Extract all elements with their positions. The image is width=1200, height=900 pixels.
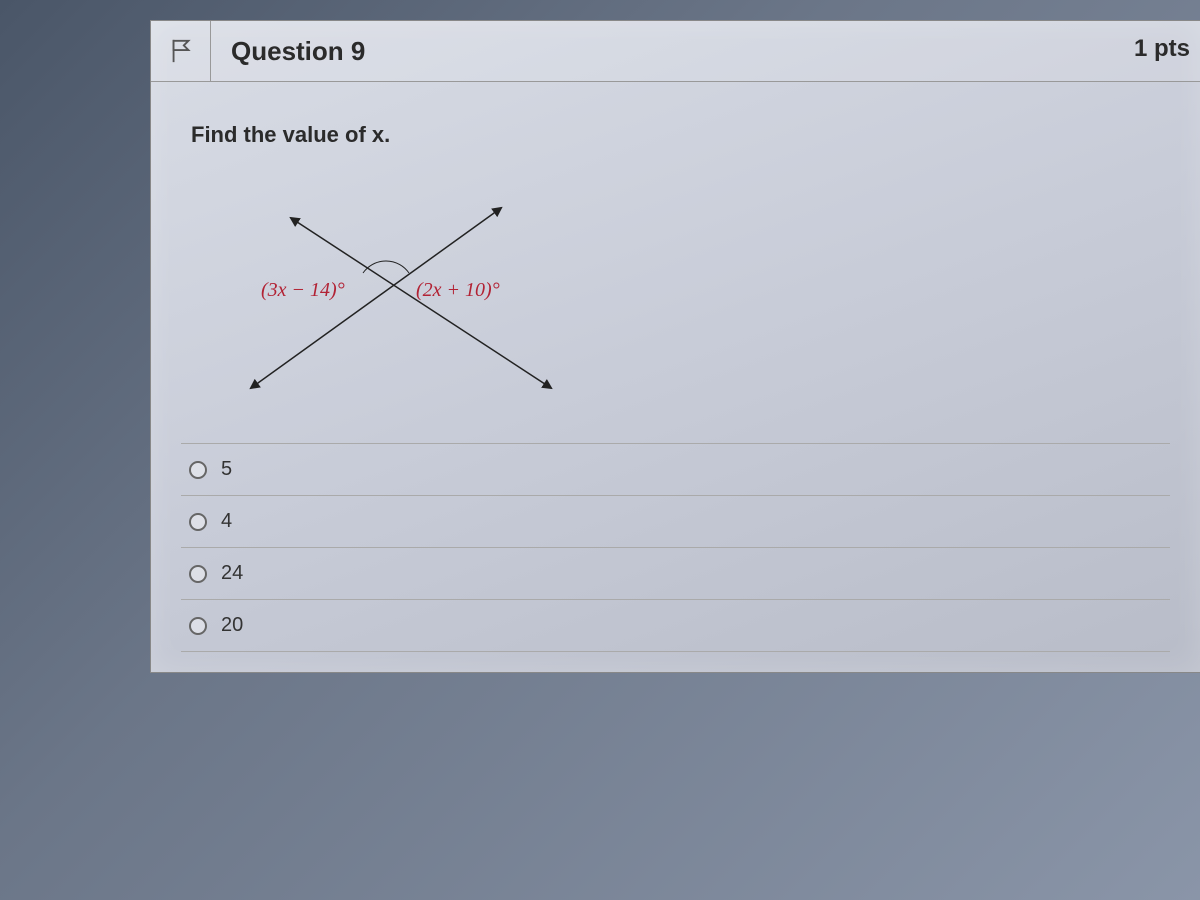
question-prompt: Find the value of x. — [151, 82, 1200, 168]
diagram-container: (3x − 14)° (2x + 10)° — [151, 168, 1200, 443]
answer-options: 5 4 24 20 — [151, 443, 1200, 652]
flag-icon — [169, 38, 193, 64]
option-row[interactable]: 5 — [181, 443, 1170, 495]
points-label: 1 pts — [1114, 21, 1200, 77]
angle-diagram: (3x − 14)° (2x + 10)° — [211, 188, 591, 408]
option-row[interactable]: 24 — [181, 547, 1170, 599]
option-label: 5 — [221, 458, 232, 481]
question-card: Question 9 1 pts Find the value of x. — [150, 20, 1200, 673]
flag-button[interactable] — [151, 21, 211, 81]
radio-icon — [189, 513, 207, 531]
option-row[interactable]: 20 — [181, 599, 1170, 652]
option-row[interactable]: 4 — [181, 495, 1170, 547]
angle-label-right: (2x + 10)° — [416, 279, 500, 301]
quiz-container: Question 9 1 pts Find the value of x. — [150, 20, 1200, 880]
option-label: 24 — [221, 562, 243, 585]
radio-icon — [189, 617, 207, 635]
angle-label-left: (3x − 14)° — [261, 279, 345, 301]
question-title: Question 9 — [211, 22, 1200, 81]
radio-icon — [189, 565, 207, 583]
option-label: 4 — [221, 510, 232, 533]
question-header: Question 9 1 pts — [151, 21, 1200, 82]
option-label: 20 — [221, 614, 243, 637]
radio-icon — [189, 461, 207, 479]
